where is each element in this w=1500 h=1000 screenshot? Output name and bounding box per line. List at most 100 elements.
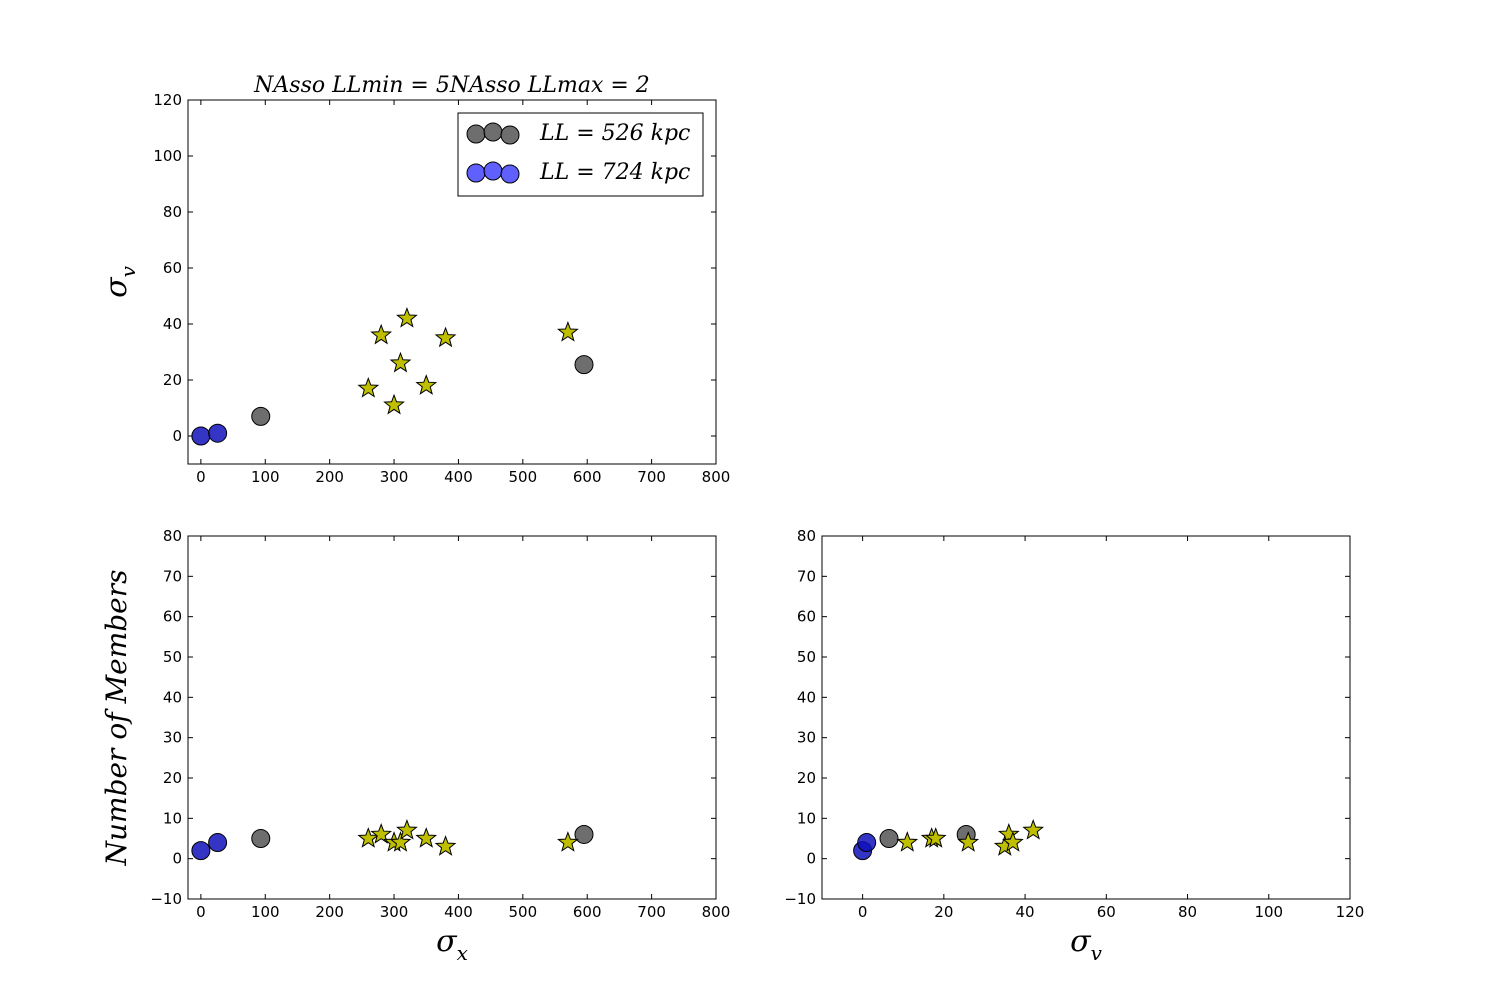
data-point-star	[383, 393, 405, 415]
x-tick-label: 300	[380, 903, 409, 921]
data-point-star	[370, 823, 393, 844]
x-tick-label: 100	[1254, 903, 1283, 921]
x-tick-label: 100	[251, 468, 280, 486]
x-tick-label: 0	[196, 903, 206, 921]
y-tick-label: 120	[153, 91, 182, 109]
data-point-star	[557, 320, 579, 342]
plot-frame	[187, 99, 717, 465]
y-axis-label: Number of Members	[100, 569, 133, 866]
data-point-star	[1022, 819, 1045, 840]
chart-title: NAsso LLmin = 5NAsso LLmax = 2	[253, 73, 650, 98]
data-point-star	[415, 827, 438, 848]
x-tick-label: 200	[315, 468, 344, 486]
y-tick-label: 40	[163, 315, 182, 333]
y-tick-label: 60	[163, 259, 182, 277]
x-tick-label: 300	[380, 468, 409, 486]
x-tick-label: 40	[1016, 903, 1035, 921]
plot-frame	[821, 535, 1351, 900]
panel-top-left: 0 100 200 300 400 500 600 700 800 0 20 40 60 80 100 120…	[99, 73, 730, 486]
data-point-circle	[191, 841, 211, 861]
x-tick-label: 80	[1178, 903, 1197, 921]
y-tick-label: 50	[163, 648, 182, 666]
panels: 0 100 200 300 400 500 600 700 800020406080100120…	[99, 73, 1364, 965]
legend-marker	[500, 125, 520, 145]
panel-bottom-left: 0 100 200 300 400 500 600 700 800 −10 0 10 20 30 40 50 6…	[100, 527, 730, 965]
y-tick-label: 20	[163, 769, 182, 787]
y-tick-label: 80	[163, 203, 182, 221]
x-tick-label: 400	[444, 903, 473, 921]
y-tick-label: 40	[797, 688, 816, 706]
legend-marker	[483, 122, 503, 142]
x-tick-label: 600	[573, 468, 602, 486]
data-point-star	[434, 326, 457, 348]
x-tick-label: 500	[509, 903, 538, 921]
x-tick-label: 400	[444, 468, 473, 486]
y-tick-label: 60	[163, 608, 182, 626]
data-point-circle	[879, 829, 899, 848]
y-tick-label: 10	[797, 809, 816, 827]
y-tick-label: 0	[172, 850, 182, 868]
y-tick-label: 10	[163, 809, 182, 827]
legend-label: LL = 526 kpc	[539, 121, 690, 146]
data-point-star	[357, 376, 380, 398]
x-tick-label: 0	[858, 903, 868, 921]
x-tick-label: 800	[702, 903, 731, 921]
data-point-circle	[208, 833, 228, 853]
x-tick-label: 200	[315, 903, 344, 921]
y-tick-label: −10	[150, 890, 182, 908]
data-point-circle	[191, 426, 211, 446]
y-tick-label: 0	[172, 427, 182, 445]
data-point-star	[557, 831, 579, 852]
data-point-star	[389, 831, 412, 852]
x-tick-label: 60	[1097, 903, 1116, 921]
data-point-circle	[208, 423, 228, 443]
legend-marker	[466, 163, 486, 183]
legend-marker	[483, 161, 503, 181]
x-tick-label: 120	[1336, 903, 1365, 921]
y-tick-label: 60	[797, 608, 816, 626]
x-tick-label: 20	[934, 903, 953, 921]
y-tick-label: 70	[797, 567, 816, 585]
y-tick-label: 50	[797, 648, 816, 666]
data-point-circle	[857, 833, 877, 853]
data-point-circle	[251, 829, 271, 848]
y-tick-label: 20	[163, 371, 182, 389]
legend-marker	[466, 124, 486, 144]
y-tick-label: 70	[163, 567, 182, 585]
x-tick-label: 500	[509, 468, 538, 486]
y-tick-label: 30	[797, 729, 816, 747]
legend: LL = 526 kpc LL = 724 kpc	[457, 112, 704, 197]
data-point-circle	[574, 824, 594, 844]
x-tick-label: 600	[573, 903, 602, 921]
y-tick-label: 80	[163, 527, 182, 545]
x-tick-label: 100	[251, 903, 280, 921]
y-tick-label: 20	[797, 769, 816, 787]
data-point-star	[389, 351, 412, 373]
data-point-star	[415, 374, 438, 395]
y-tick-label: 100	[153, 147, 182, 165]
x-tick-label: 700	[637, 468, 666, 486]
y-tick-label: 80	[797, 527, 816, 545]
data-point-star	[370, 323, 393, 345]
y-tick-label: 30	[163, 729, 182, 747]
plot-area	[853, 819, 1045, 861]
y-tick-label: 40	[163, 688, 182, 706]
data-point-star	[396, 819, 418, 840]
data-point-star	[357, 827, 380, 848]
plot-area	[191, 819, 594, 861]
data-point-star	[957, 831, 980, 852]
x-tick-label: 0	[196, 468, 206, 486]
x-axis-label: σx	[436, 924, 468, 965]
legend-label: LL = 724 kpc	[539, 160, 690, 185]
y-tick-label: −10	[784, 890, 816, 908]
data-point-star	[434, 835, 457, 856]
x-tick-label: 800	[702, 468, 731, 486]
legend-marker	[500, 164, 520, 184]
data-point-star	[924, 827, 947, 848]
plot-frame	[187, 535, 717, 900]
data-point-circle	[251, 406, 271, 426]
data-point-star	[1002, 831, 1024, 852]
x-axis-label: σv	[1070, 924, 1102, 965]
